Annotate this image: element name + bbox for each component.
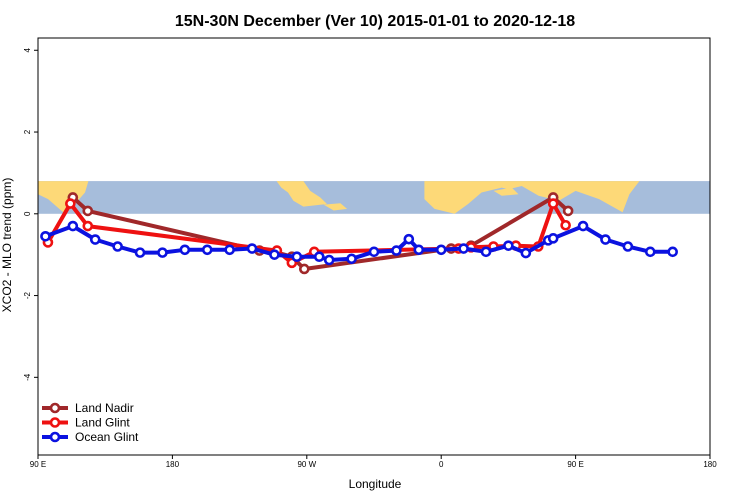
data-point-ocean-glint [224, 244, 235, 256]
data-point-ocean-glint [644, 246, 656, 258]
x-axis-title: Longitude [349, 477, 402, 491]
data-point-ocean-glint [40, 230, 51, 242]
data-point-ocean-glint [600, 234, 611, 245]
legend-swatch-marker-land-glint [49, 417, 61, 428]
data-point-ocean-glint [323, 254, 335, 266]
data-point-ocean-glint [413, 244, 425, 256]
data-point-ocean-glint [480, 246, 492, 258]
data-point-ocean-glint [667, 246, 678, 258]
data-point-ocean-glint [246, 243, 258, 254]
data-point-ocean-glint [291, 251, 303, 263]
legend-label-land-glint: Land Glint [75, 416, 130, 430]
legend-swatch-marker-ocean-glint [49, 431, 61, 443]
x-tick-label: 0 [439, 460, 444, 469]
data-point-land-nadir [82, 205, 94, 217]
legend-swatch-marker-land-nadir [49, 402, 61, 414]
data-point-land-glint [560, 219, 571, 231]
x-tick-label: 180 [703, 460, 717, 469]
data-point-ocean-glint [547, 233, 559, 244]
data-point-ocean-glint [622, 241, 634, 252]
y-axis-title: XCO2 - MLO trend (ppm) [0, 178, 14, 313]
data-point-ocean-glint [391, 245, 402, 256]
data-point-ocean-glint [179, 244, 191, 256]
map-land [38, 181, 89, 214]
series-line-land-nadir [71, 195, 570, 271]
chart-title: 15N-30N December (Ver 10) 2015-01-01 to … [175, 13, 575, 30]
data-point-ocean-glint [503, 240, 514, 251]
data-point-ocean-glint [458, 243, 469, 254]
data-point-land-glint [82, 220, 94, 232]
data-point-land-nadir [562, 205, 574, 217]
x-tick-label: 90 E [30, 460, 46, 469]
data-point-ocean-glint [201, 244, 213, 256]
data-point-ocean-glint [313, 251, 325, 263]
y-tick-label: 2 [23, 129, 32, 134]
x-tick-label: 90 E [567, 460, 583, 469]
data-point-land-glint [547, 198, 559, 209]
data-point-ocean-glint [346, 253, 357, 265]
plot-frame [37, 37, 711, 456]
data-point-ocean-glint [520, 247, 532, 259]
data-series [40, 192, 678, 275]
data-point-ocean-glint [157, 247, 168, 258]
data-point-ocean-glint [435, 244, 447, 256]
data-point-ocean-glint [368, 246, 380, 258]
data-point-ocean-glint [134, 247, 146, 258]
axes: 90 E 180 90 W 0 90 E 180 4 2 0 -2 -4 [23, 37, 717, 469]
legend-label-ocean-glint: Ocean Glint [75, 430, 139, 444]
data-point-land-glint [65, 198, 76, 209]
x-tick-label: 90 W [297, 460, 316, 469]
data-point-land-nadir [299, 263, 310, 275]
y-tick-label: 4 [23, 47, 32, 52]
map-land [424, 181, 640, 214]
map-land [276, 181, 327, 207]
data-point-ocean-glint [269, 249, 280, 260]
y-tick-label: 0 [23, 211, 32, 216]
background-world-map [38, 181, 710, 214]
series-ocean-glint [40, 220, 678, 266]
map-land [323, 203, 348, 211]
data-point-ocean-glint [112, 241, 123, 252]
y-tick-label: -2 [23, 291, 32, 299]
data-point-ocean-glint [403, 233, 415, 245]
legend-label-land-nadir: Land Nadir [75, 401, 134, 415]
x-tick-label: 180 [166, 460, 180, 469]
data-point-ocean-glint [577, 220, 589, 232]
data-point-ocean-glint [89, 234, 101, 245]
map-land [493, 187, 519, 196]
data-point-ocean-glint [67, 220, 79, 232]
y-tick-label: -4 [23, 373, 32, 381]
